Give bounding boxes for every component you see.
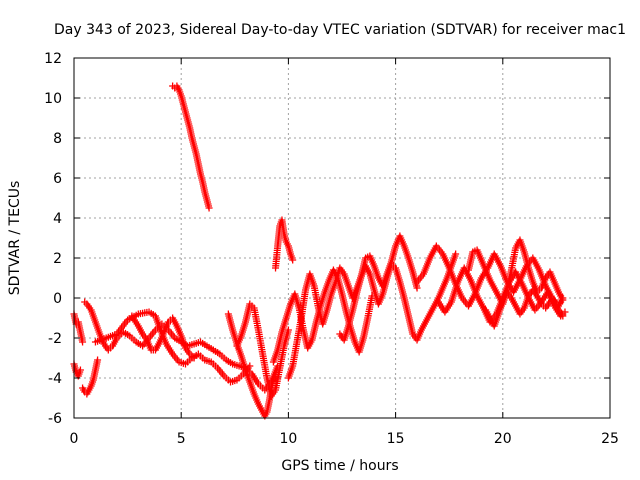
y-tick-label: 6 — [53, 171, 62, 187]
x-tick-label: 5 — [177, 431, 186, 447]
y-axis-label: SDTVAR / TECUs — [7, 181, 23, 296]
y-tick-label: -6 — [48, 411, 62, 427]
y-tick-label: 0 — [53, 291, 62, 307]
y-axis-ticks: -6 -4 -2 0 2 4 6 8 10 12 — [44, 51, 610, 427]
x-tick-label: 25 — [601, 431, 619, 447]
y-tick-label: 8 — [53, 131, 62, 147]
data-point — [205, 204, 213, 212]
x-tick-label: 10 — [279, 431, 297, 447]
data-point — [190, 354, 198, 362]
x-tick-label: 20 — [494, 431, 512, 447]
data-point — [413, 284, 421, 292]
y-tick-label: -2 — [48, 331, 62, 347]
data-point — [79, 338, 87, 346]
y-tick-label: 2 — [53, 251, 62, 267]
y-tick-label: 4 — [53, 211, 62, 227]
data-point — [559, 296, 567, 304]
data-points — [70, 82, 569, 420]
x-tick-label: 0 — [70, 431, 79, 447]
x-axis-label: GPS time / hours — [281, 458, 398, 474]
y-tick-label: 12 — [44, 51, 62, 67]
x-axis-ticks: 0 5 10 15 20 25 — [70, 58, 619, 447]
data-point — [452, 250, 460, 258]
plot-frame — [73, 57, 611, 419]
data-point — [94, 356, 102, 364]
data-point — [76, 366, 84, 374]
data-point — [559, 312, 567, 320]
grid-lines — [74, 58, 610, 418]
data-point — [269, 374, 277, 382]
data-point — [289, 256, 297, 264]
x-tick-label: 15 — [387, 431, 405, 447]
y-tick-label: -4 — [48, 371, 62, 387]
y-tick-label: 10 — [44, 91, 62, 107]
chart-title: Day 343 of 2023, Sidereal Day-to-day VTE… — [54, 22, 626, 38]
